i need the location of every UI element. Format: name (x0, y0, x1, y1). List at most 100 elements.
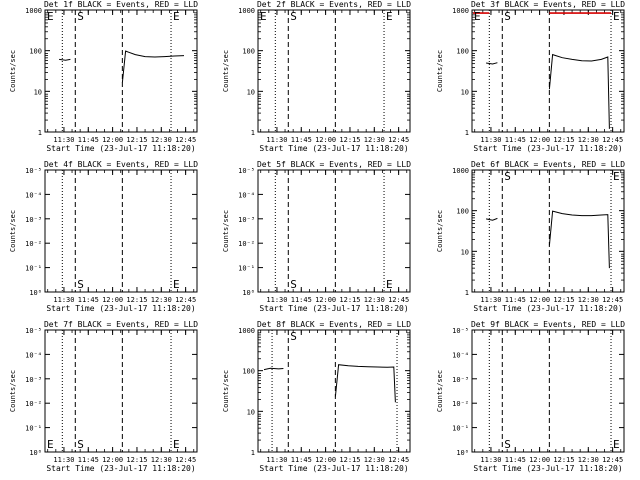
end-marker-label: E (474, 10, 481, 23)
y-tick-label: 10 (461, 248, 469, 256)
x-axis-label: Start Time (23-Jul-17 11:18:20) (259, 144, 408, 153)
x-axis-label: Start Time (23-Jul-17 11:18:20) (259, 304, 408, 313)
x-tick-label: 11:30 (266, 296, 287, 304)
start-marker-label: S (290, 10, 297, 23)
plot-frame (44, 169, 198, 293)
x-tick-label: 11:30 (480, 296, 501, 304)
start-marker-label: S (77, 10, 84, 23)
x-tick-label: 12:45 (175, 456, 196, 464)
y-tick-label: 10 (34, 88, 42, 96)
y-tick-label: 1 (465, 129, 469, 137)
y-tick-label: 10⁻⁵ (238, 167, 255, 175)
x-axis-label: Start Time (23-Jul-17 11:18:20) (46, 464, 195, 473)
y-tick-label: 10⁰ (29, 289, 42, 297)
panel-title: Det 7f BLACK = Events, RED = LLD (44, 320, 198, 329)
panel-title: Det 4f BLACK = Events, RED = LLD (44, 160, 198, 169)
detector-panel-4: Det 4f BLACK = Events, RED = LLD 10⁰ 10⁻¹ 1… (9, 160, 198, 313)
y-axis-label: Counts/sec (436, 210, 444, 252)
x-tick-label: 12:15 (126, 456, 147, 464)
y-tick-label: 10⁻⁴ (25, 351, 42, 359)
x-tick-label: 12:00 (315, 296, 336, 304)
x-tick-label: 11:30 (480, 136, 501, 144)
x-tick-label: 11:45 (78, 296, 99, 304)
end-marker-label: E (613, 10, 620, 23)
x-tick-label: 11:45 (291, 136, 312, 144)
plot-frame (471, 329, 625, 453)
y-tick-label: 10⁻⁴ (452, 351, 469, 359)
events-series-line (486, 62, 498, 65)
x-tick-label: 11:45 (505, 456, 526, 464)
detector-panel-3: Det 3f BLACK = Events, RED = LLD 1 10 100 10… (436, 0, 625, 153)
x-tick-label: 11:30 (53, 136, 74, 144)
plot-frame (257, 9, 411, 133)
end-marker-label: E (386, 10, 393, 23)
detector-panel-8: Det 8f BLACK = Events, RED = LLD 1 10 100 10… (222, 320, 411, 473)
y-tick-label: 10⁻³ (25, 376, 42, 384)
y-axis-label: Counts/sec (436, 50, 444, 92)
y-tick-label: 10⁻³ (238, 216, 255, 224)
detector-panel-1: Det 1f BLACK = Events, RED = LLD 1 10 100 10… (9, 0, 198, 153)
y-tick-label: 10⁻⁴ (25, 191, 42, 199)
events-series-line (486, 217, 498, 221)
start-marker-label: S (504, 10, 511, 23)
start-marker-label: S (77, 438, 84, 451)
x-tick-label: 12:45 (175, 136, 196, 144)
start-marker-label: S (504, 170, 511, 183)
x-axis-label: Start Time (23-Jul-17 11:18:20) (46, 304, 195, 313)
events-series-line (548, 210, 610, 269)
x-tick-label: 12:30 (151, 136, 172, 144)
end-marker-label: E (386, 278, 393, 291)
y-tick-label: 10⁻⁵ (452, 327, 469, 335)
x-tick-label: 11:45 (291, 456, 312, 464)
y-tick-label: 100 (242, 368, 255, 376)
y-tick-label: 10⁻³ (25, 216, 42, 224)
x-tick-label: 12:00 (315, 136, 336, 144)
x-tick-label: 11:45 (78, 456, 99, 464)
x-axis-label: Start Time (23-Jul-17 11:18:20) (473, 304, 622, 313)
detector-panel-5: Det 5f BLACK = Events, RED = LLD 10⁰ 10⁻¹ 1… (222, 160, 411, 313)
events-series-line (121, 50, 185, 83)
y-tick-label: 10⁻⁵ (25, 167, 42, 175)
y-tick-label: 10 (247, 408, 255, 416)
x-tick-label: 12:00 (102, 456, 123, 464)
x-tick-label: 12:45 (602, 136, 623, 144)
panel-title: Det 2f BLACK = Events, RED = LLD (257, 0, 411, 9)
y-tick-label: 10⁰ (29, 449, 42, 457)
x-tick-label: 12:45 (388, 456, 409, 464)
y-tick-label: 10⁻² (452, 400, 469, 408)
y-tick-label: 100 (456, 48, 469, 56)
x-tick-label: 11:30 (266, 456, 287, 464)
y-tick-label: 10⁻⁵ (25, 327, 42, 335)
x-tick-label: 12:45 (388, 136, 409, 144)
plot-frame (257, 329, 411, 453)
x-tick-label: 12:15 (553, 296, 574, 304)
y-tick-label: 1000 (25, 7, 42, 15)
y-tick-label: 10⁻³ (452, 376, 469, 384)
x-tick-label: 11:45 (78, 136, 99, 144)
x-tick-label: 12:45 (602, 456, 623, 464)
x-tick-label: 12:45 (175, 296, 196, 304)
end-marker-label: E (613, 438, 620, 451)
y-tick-label: 1000 (238, 327, 255, 335)
panel-title: Det 3f BLACK = Events, RED = LLD (471, 0, 625, 9)
y-tick-label: 10⁰ (456, 449, 469, 457)
y-tick-label: 10⁻² (238, 240, 255, 248)
detector-panel-6: Det 6f BLACK = Events, RED = LLD 1 10 100 10… (436, 160, 625, 313)
y-tick-label: 100 (242, 48, 255, 56)
y-tick-label: 10⁻¹ (238, 265, 255, 273)
x-tick-label: 12:15 (339, 296, 360, 304)
x-tick-label: 12:30 (364, 136, 385, 144)
y-axis-label: Counts/sec (222, 50, 230, 92)
y-tick-label: 1 (251, 449, 255, 457)
x-tick-label: 12:30 (151, 296, 172, 304)
x-tick-label: 12:00 (315, 456, 336, 464)
x-tick-label: 11:45 (505, 136, 526, 144)
x-tick-label: 12:30 (578, 136, 599, 144)
events-series-line (334, 364, 396, 403)
x-tick-label: 12:30 (578, 456, 599, 464)
y-tick-label: 10⁻¹ (25, 265, 42, 273)
x-tick-label: 11:45 (505, 296, 526, 304)
detector-panel-7: Det 7f BLACK = Events, RED = LLD 10⁰ 10⁻¹ 1… (9, 320, 198, 473)
events-series-line (548, 53, 610, 129)
